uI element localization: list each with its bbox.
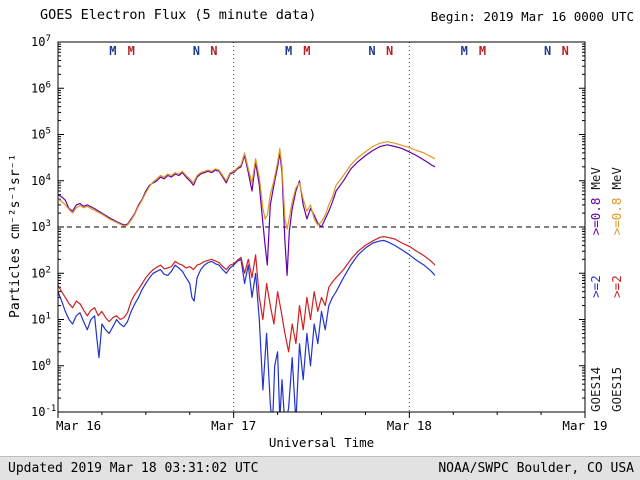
source-credit: NOAA/SWPC Boulder, CO USA xyxy=(438,461,634,476)
x-tick-label: Mar 18 xyxy=(387,418,432,433)
y-tick-label: 102 xyxy=(31,265,51,280)
series-goes14-2-mev xyxy=(58,239,436,412)
local-time-marker-m: M xyxy=(479,44,486,58)
chart-area: 107 106 105 104 103 102 101 100 10-1 Mar 16 Mar 17… xyxy=(8,34,624,450)
y-tick-label: 105 xyxy=(31,127,51,142)
updated-timestamp: Updated 2019 Mar 18 03:31:02 UTC xyxy=(8,461,259,476)
local-time-marker-m: M xyxy=(461,44,468,58)
local-time-marker-m: M xyxy=(285,44,292,58)
local-time-marker-m: M xyxy=(109,44,116,58)
series-goes15-2-mev xyxy=(58,236,436,353)
page-title: GOES Electron Flux (5 minute data) xyxy=(40,7,317,23)
x-tick-label: Mar 17 xyxy=(211,418,256,433)
plot-border xyxy=(57,41,586,413)
legend-column-goes14: GOES14>=2>=0.8MeV xyxy=(588,167,603,412)
x-tick-label: Mar 19 xyxy=(562,418,607,433)
y-tick-label: 10-1 xyxy=(31,404,56,419)
series-goes15-0-8-mev xyxy=(58,141,436,230)
y-tick-label: 101 xyxy=(31,312,51,327)
y-tick-label: 106 xyxy=(31,80,51,95)
local-time-marker-n: N xyxy=(562,44,569,58)
legend-column-goes15: GOES15>=2>=0.8MeV xyxy=(609,167,624,412)
footer-band: Updated 2019 Mar 18 03:31:02 UTC NOAA/SW… xyxy=(0,456,640,480)
local-time-marker-m: M xyxy=(128,44,135,58)
y-tick-label: 100 xyxy=(31,358,51,373)
local-time-marker-n: N xyxy=(193,44,200,58)
x-tick-label: Mar 16 xyxy=(56,418,101,433)
y-tick-label: 104 xyxy=(31,173,51,188)
begin-timestamp: Begin: 2019 Mar 16 0000 UTC xyxy=(430,9,634,24)
x-axis-label: Universal Time xyxy=(269,435,374,450)
y-axis-label: Particles cm⁻²s⁻¹sr⁻¹ xyxy=(8,154,23,318)
local-time-marker-n: N xyxy=(210,44,217,58)
series-goes14-0-8-mev xyxy=(58,144,436,276)
y-tick-label: 103 xyxy=(31,219,51,234)
local-time-marker-n: N xyxy=(386,44,393,58)
local-time-marker-m: M xyxy=(303,44,310,58)
y-tick-label: 107 xyxy=(31,34,51,49)
local-time-marker-n: N xyxy=(368,44,375,58)
local-time-marker-n: N xyxy=(544,44,551,58)
